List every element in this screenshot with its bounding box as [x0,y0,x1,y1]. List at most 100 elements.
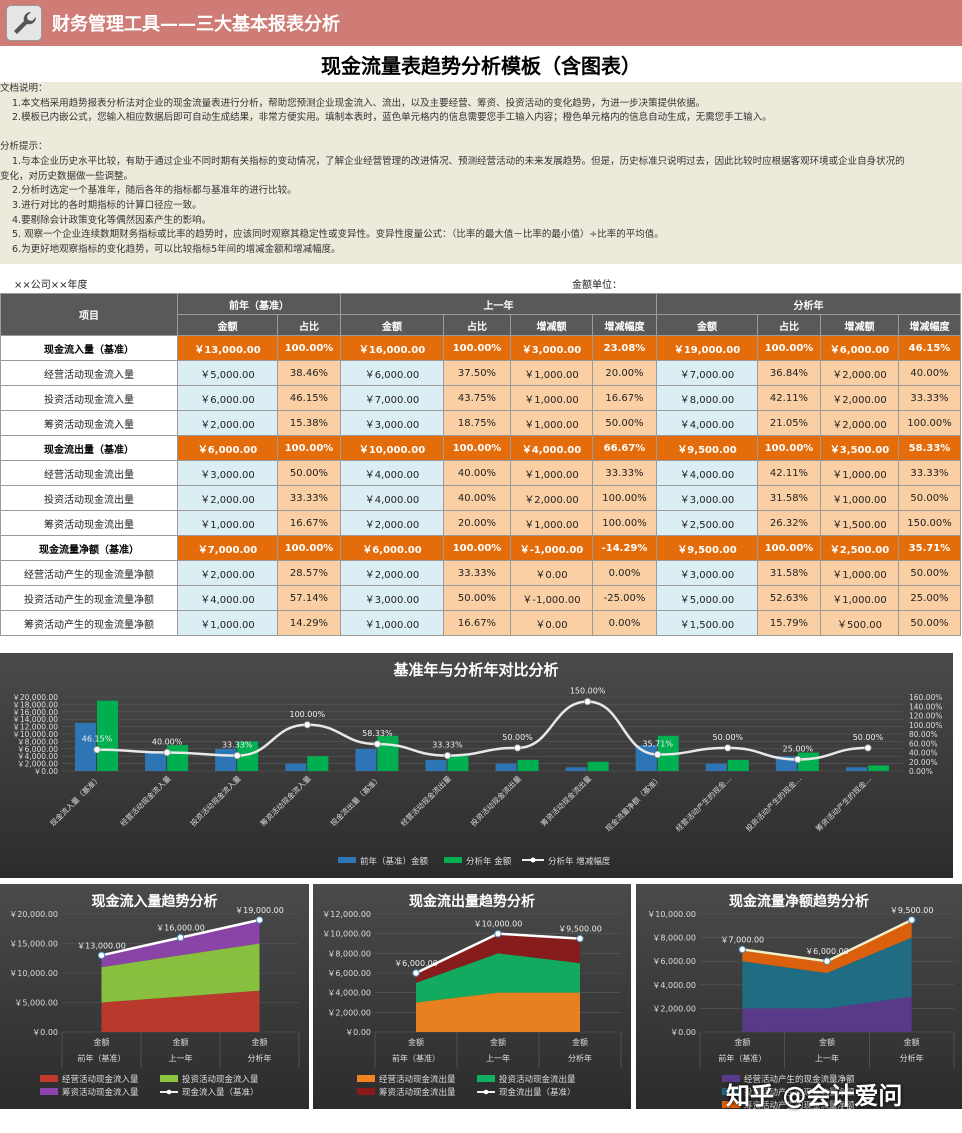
input-cell[interactable]: ￥2,000.00 [340,560,444,586]
calc-cell: 18.75% [443,410,511,436]
line-point [443,751,452,760]
calc-cell: ￥1,000.00 [510,460,593,486]
input-cell[interactable]: ￥2,500.00 [656,510,758,536]
input-cell[interactable]: ￥9,500.00 [656,535,758,561]
group-header: 分析年 [656,293,961,315]
line-point [373,740,381,748]
area-series [742,937,912,1009]
y-tick-label: ￥15,000.00 [9,940,58,949]
input-cell[interactable]: ￥7,000.00 [340,385,444,411]
y-tick-label: ￥8,000.00 [17,737,58,746]
legend-label: 经营活动产生的现金流量净额 [744,1074,855,1085]
legend-swatch [722,1088,740,1095]
calc-cell: 50.00% [898,485,961,511]
input-cell[interactable]: ￥13,000.00 [177,335,278,361]
calc-cell: 100.00% [277,335,341,361]
input-cell[interactable]: ￥3,000.00 [340,585,444,611]
group-header: 上一年 [340,293,657,315]
input-cell[interactable]: ￥6,000.00 [177,435,278,461]
bar-analysis [587,761,609,771]
area-series [742,919,912,973]
legend-swatch [483,1089,489,1095]
x-sub-label: 金额 [94,1037,110,1047]
input-cell[interactable]: ￥9,500.00 [656,435,758,461]
input-cell[interactable]: ￥16,000.00 [340,335,444,361]
input-cell[interactable]: ￥4,000.00 [340,485,444,511]
input-cell[interactable]: ￥19,000.00 [656,335,758,361]
row-label: 经营活动产生的现金流量净额 [0,560,178,586]
y-tick-label: ￥8,000.00 [327,949,371,958]
input-cell[interactable]: ￥8,000.00 [656,385,758,411]
input-cell[interactable]: ￥6,000.00 [177,385,278,411]
input-cell[interactable]: ￥5,000.00 [656,585,758,611]
input-cell[interactable]: ￥7,000.00 [177,535,278,561]
data-label: ￥9,500.00 [558,925,602,934]
col-header: 金额 [177,314,278,336]
x-tick-label: 筹资活动现金流入量 [258,773,313,828]
input-cell[interactable]: ￥6,000.00 [340,360,444,386]
bar-analysis [167,745,189,771]
calc-cell: 0.00% [592,560,657,586]
bar-analysis [377,735,399,771]
page-title: 现金流量表趋势分析模板（含图表） [321,54,641,78]
input-cell[interactable]: ￥5,000.00 [177,360,278,386]
calc-cell: ￥-1,000.00 [510,535,593,561]
input-cell[interactable]: ￥1,000.00 [177,510,278,536]
y-tick-label: ￥5,000.00 [14,999,58,1008]
line-point [494,929,502,938]
area-series [416,992,580,1032]
calc-cell: 58.33% [898,435,961,461]
calc-cell: 100.00% [277,535,341,561]
data-label: ￥9,500.00 [890,906,934,915]
calc-cell: 16.67% [277,510,341,536]
line-point [724,744,732,752]
legend-swatch [722,1101,740,1108]
input-cell[interactable]: ￥2,000.00 [177,560,278,586]
x-tick-label: 前年（基准） [718,1053,766,1063]
input-cell[interactable]: ￥6,000.00 [340,535,444,561]
y-tick-label: ￥12,000.00 [322,910,371,919]
input-cell[interactable]: ￥4,000.00 [340,460,444,486]
col-header: 金额 [656,314,758,336]
input-cell[interactable]: ￥3,000.00 [656,560,758,586]
calc-cell: 100.00% [592,485,657,511]
legend-label: 前年（基准）金额 [360,856,429,867]
input-cell[interactable]: ￥3,000.00 [340,410,444,436]
input-cell[interactable]: ￥4,000.00 [656,460,758,486]
x-tick-label: 上一年 [169,1053,193,1063]
input-cell[interactable]: ￥2,000.00 [340,510,444,536]
input-cell[interactable]: ￥1,000.00 [340,610,444,636]
row-label: 筹资活动现金流入量 [0,410,178,436]
input-cell[interactable]: ￥3,000.00 [177,460,278,486]
comparison-chart: 基准年与分析年对比分析 ￥0.00 ￥2,000.00 ￥4,000.00 ￥6,000… [0,653,953,878]
input-cell[interactable]: ￥1,500.00 [656,610,758,636]
input-cell[interactable]: ￥4,000.00 [177,585,278,611]
calc-cell: 100.00% [757,435,821,461]
line-point [576,934,584,943]
line-point [97,951,106,960]
input-cell[interactable]: ￥4,000.00 [656,410,758,436]
calc-cell: ￥2,000.00 [820,385,899,411]
bar-base [635,745,657,771]
input-cell[interactable]: ￥2,000.00 [177,410,278,436]
x-sub-label: 金额 [819,1037,835,1047]
line-point [794,755,802,764]
input-cell[interactable]: ￥2,000.00 [177,485,278,511]
line-point [93,746,101,754]
x-tick-label: 分析年 [568,1053,592,1063]
legend-label: 筹资活动产生的现金流量净额 [744,1100,855,1109]
y-tick-label: ￥18,000.00 [12,700,58,709]
input-cell[interactable]: ￥1,000.00 [177,610,278,636]
legend-label: 筹资活动现金流出量 [379,1087,456,1098]
x-sub-label: 金额 [408,1037,424,1047]
input-cell[interactable]: ￥3,000.00 [656,485,758,511]
input-cell[interactable]: ￥7,000.00 [656,360,758,386]
table-row: 经营活动产生的现金流量净额 ￥2,000.00 28.57% ￥2,000.00 33.… [0,560,961,586]
calc-cell: 0.00% [592,610,657,636]
cashflow-table: 项目 前年（基准） 上一年 分析年 金额 占比 金额 占比 增减额 增减幅度 金… [0,293,961,636]
tip-line: 2.分析时选定一个基准年，随后各年的指标都与基准年的进行比较。 [12,185,297,197]
app-titlebar: 财务管理工具——三大基本报表分析 [0,0,962,46]
input-cell[interactable]: ￥10,000.00 [340,435,444,461]
legend-swatch [40,1088,58,1095]
legend-label: 分析年 增减幅度 [548,856,611,867]
